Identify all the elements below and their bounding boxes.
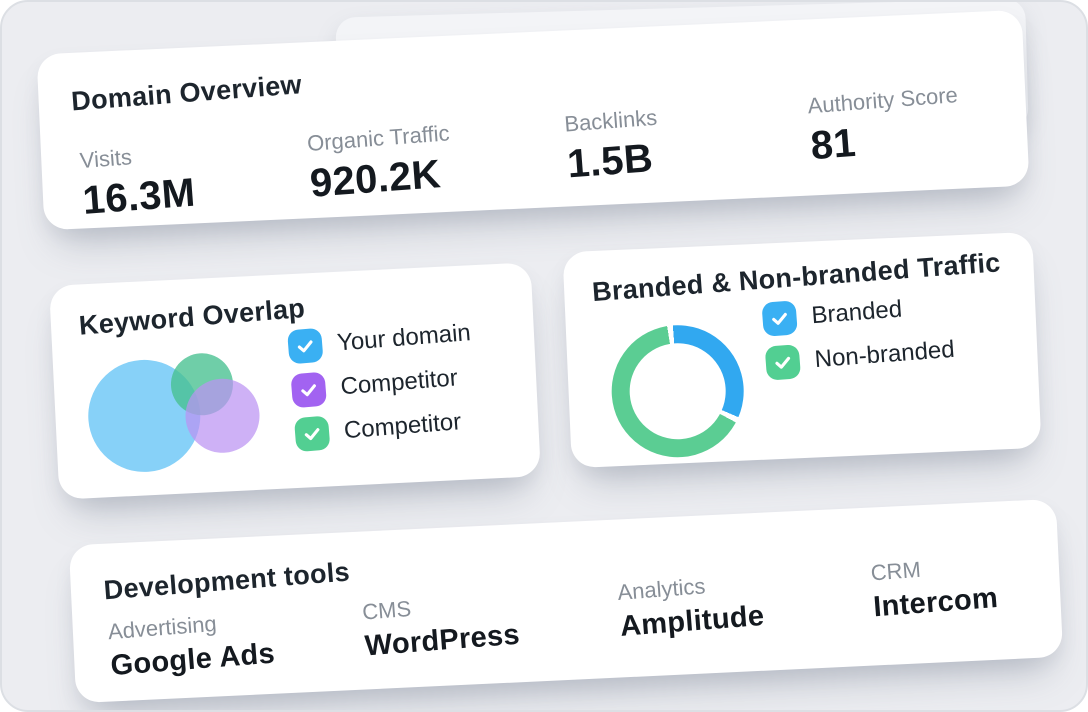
metric-value: 1.5B	[565, 136, 655, 187]
check-icon	[772, 312, 787, 325]
legend-label: Non-branded	[813, 335, 956, 374]
legend-row-competitor-2: Competitor	[293, 405, 463, 453]
development-tools-title: Development tools	[102, 556, 351, 606]
venn-diagram	[46, 255, 527, 477]
legend-label: Branded	[810, 295, 904, 330]
domain-overview-title: Domain Overview	[70, 69, 303, 117]
tool-analytics: Analytics Amplitude	[617, 569, 766, 644]
metric-label: Visits	[78, 144, 133, 174]
metric-authority-score: Authority Score 81	[807, 82, 963, 169]
check-icon	[301, 384, 316, 397]
branded-traffic-title: Branded & Non-branded Traffic	[591, 247, 1002, 308]
tool-label: Analytics	[616, 573, 707, 605]
metric-visits: Visits 16.3M	[79, 140, 197, 224]
metric-value: 920.2K	[308, 152, 443, 206]
check-icon	[775, 356, 791, 369]
tool-value: Google Ads	[109, 637, 277, 683]
legend-row-competitor-1: Competitor	[290, 361, 459, 409]
metric-organic-traffic: Organic Traffic 920.2K	[306, 120, 454, 206]
checkbox-competitor-1[interactable]	[290, 371, 328, 409]
legend-label: Competitor	[342, 408, 463, 445]
checkbox-competitor-2[interactable]	[293, 415, 331, 453]
checkbox-branded[interactable]	[761, 300, 798, 337]
checkbox-your-domain[interactable]	[287, 327, 324, 365]
check-icon	[297, 340, 313, 353]
keyword-overlap-card: Keyword Overlap Your domain Competitor	[49, 262, 541, 500]
tool-advertising: Advertising Google Ads	[107, 607, 276, 683]
metric-backlinks: Backlinks 1.5B	[563, 105, 661, 188]
metric-label: Organic Traffic	[306, 120, 451, 156]
tool-label: CRM	[869, 556, 922, 586]
metric-value: 81	[809, 120, 858, 169]
legend-row-branded: Branded	[761, 293, 903, 337]
metric-value: 16.3M	[81, 170, 197, 223]
development-tools-card: Development tools Advertising Google Ads…	[68, 498, 1064, 704]
legend-row-your-domain: Your domain	[287, 316, 472, 365]
legend-row-non-branded: Non-branded	[764, 333, 956, 381]
keyword-overlap-title: Keyword Overlap	[77, 293, 307, 341]
tool-value: Intercom	[872, 581, 1000, 624]
legend-label: Competitor	[339, 364, 459, 401]
tool-crm: CRM Intercom	[870, 551, 999, 624]
tool-value: WordPress	[363, 618, 521, 663]
tool-cms: CMS WordPress	[361, 588, 521, 664]
branded-donut-chart	[607, 320, 749, 462]
checkbox-non-branded[interactable]	[764, 344, 802, 381]
legend-label: Your domain	[336, 319, 472, 357]
branded-traffic-card: Branded & Non-branded Traffic Branded No…	[562, 231, 1042, 469]
tool-value: Amplitude	[618, 599, 766, 643]
domain-overview-card: Domain Overview Visits 16.3M Organic Tra…	[36, 9, 1030, 231]
metric-label: Backlinks	[563, 104, 658, 137]
check-icon	[304, 428, 320, 441]
